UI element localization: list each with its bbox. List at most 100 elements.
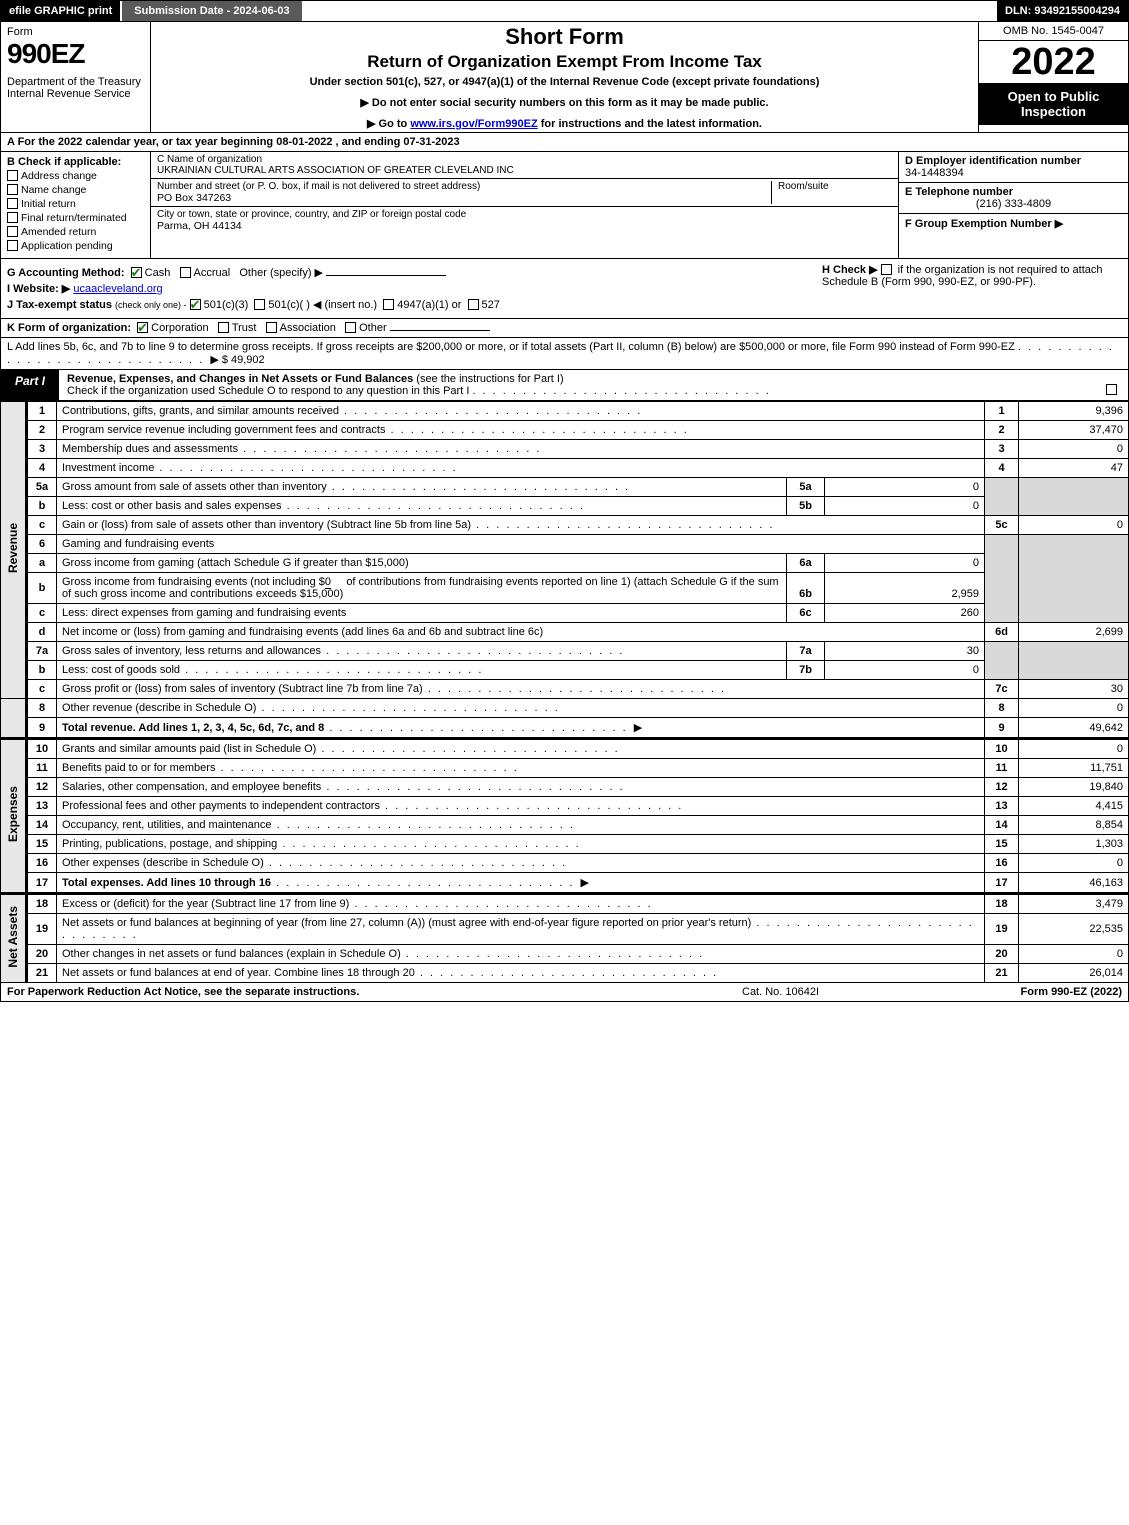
cb-address-change[interactable]: Address change	[7, 170, 144, 182]
line-i: I Website: ▶ ucaacleveland.org	[7, 282, 822, 295]
line-6b: bGross income from fundraising events (n…	[1, 573, 1129, 604]
k-other-input[interactable]	[390, 330, 490, 331]
form-word: Form	[7, 26, 144, 38]
city-lbl: City or town, state or province, country…	[157, 209, 892, 220]
dots-icon	[472, 385, 770, 397]
j-note: (check only one) -	[115, 300, 187, 310]
line-5b: bLess: cost or other basis and sales exp…	[1, 497, 1129, 516]
line-7a: 7aGross sales of inventory, less returns…	[1, 642, 1129, 661]
phone-lbl: E Telephone number	[905, 186, 1013, 198]
form-header: Form 990EZ Department of the Treasury In…	[0, 22, 1129, 133]
line-6c: cLess: direct expenses from gaming and f…	[1, 604, 1129, 623]
line-21: 21Net assets or fund balances at end of …	[1, 964, 1129, 983]
footer-left: For Paperwork Reduction Act Notice, see …	[7, 986, 742, 998]
line-15: 15Printing, publications, postage, and s…	[1, 835, 1129, 854]
street-row: Number and street (or P. O. box, if mail…	[151, 179, 898, 207]
ty-begin: 08-01-2022	[276, 136, 332, 148]
cb-cash[interactable]	[131, 267, 142, 278]
phone-val: (216) 333-4809	[905, 198, 1122, 210]
cb-accrual[interactable]	[180, 267, 191, 278]
form-title: Short Form	[159, 24, 970, 50]
form-number: 990EZ	[7, 38, 144, 70]
line-5c: cGain or (loss) from sale of assets othe…	[1, 516, 1129, 535]
g-other-input[interactable]	[326, 275, 446, 276]
irs-link[interactable]: www.irs.gov/Form990EZ	[410, 118, 537, 130]
header-mid: Short Form Return of Organization Exempt…	[151, 22, 978, 132]
col-b-hdr: B Check if applicable:	[7, 156, 121, 168]
tax-year: 2022	[979, 41, 1128, 83]
g-i-j-col: G Accounting Method: Cash Accrual Other …	[7, 263, 822, 314]
cb-amended-return[interactable]: Amended return	[7, 226, 144, 238]
section-b-to-f: B Check if applicable: Address change Na…	[0, 152, 1129, 259]
part1-header: Part I Revenue, Expenses, and Changes in…	[0, 370, 1129, 401]
suite-lbl: Room/suite	[778, 181, 892, 192]
group-exemption-row: F Group Exemption Number ▶	[899, 214, 1128, 258]
row-l: L Add lines 5b, 6c, and 7b to line 9 to …	[0, 338, 1129, 370]
row-a: A For the 2022 calendar year, or tax yea…	[0, 133, 1129, 152]
line-j: J Tax-exempt status (check only one) - 5…	[7, 298, 822, 311]
line-2: 2Program service revenue including gover…	[1, 421, 1129, 440]
part1-title-area: Revenue, Expenses, and Changes in Net As…	[59, 370, 1128, 400]
cb-527[interactable]	[468, 299, 479, 310]
cb-name-change[interactable]: Name change	[7, 184, 144, 196]
cb-other[interactable]	[345, 322, 356, 333]
row-k: K Form of organization: Corporation Trus…	[0, 319, 1129, 338]
cb-501c3[interactable]	[190, 299, 201, 310]
line-6: 6Gaming and fundraising events	[1, 535, 1129, 554]
goto-note: ▶ Go to www.irs.gov/Form990EZ for instru…	[159, 117, 970, 130]
line-3: 3Membership dues and assessments30	[1, 440, 1129, 459]
k-lbl: K Form of organization:	[7, 322, 131, 334]
goto-post: for instructions and the latest informat…	[538, 118, 762, 130]
ein-val: 34-1448394	[905, 167, 964, 179]
part1-tab: Part I	[1, 370, 59, 400]
city-val: Parma, OH 44134	[157, 220, 892, 232]
website-link[interactable]: ucaacleveland.org	[73, 283, 162, 295]
line-5a: 5aGross amount from sale of assets other…	[1, 478, 1129, 497]
line-11: 11Benefits paid to or for members1111,75…	[1, 759, 1129, 778]
line-6a: aGross income from gaming (attach Schedu…	[1, 554, 1129, 573]
cb-4947[interactable]	[383, 299, 394, 310]
topbar-spacer	[302, 1, 997, 21]
netassets-sidebar: Net Assets	[1, 894, 27, 983]
line-9: 9Total revenue. Add lines 1, 2, 3, 4, 5c…	[1, 718, 1129, 739]
h-col: H Check ▶ if the organization is not req…	[822, 263, 1122, 314]
cb-part1-scho[interactable]	[1106, 384, 1117, 395]
ty-end: 07-31-2023	[403, 136, 459, 148]
omb-number: OMB No. 1545-0047	[979, 22, 1128, 41]
ein-lbl: D Employer identification number	[905, 155, 1081, 167]
group-exemption-lbl: F Group Exemption Number ▶	[905, 218, 1063, 230]
cb-initial-return[interactable]: Initial return	[7, 198, 144, 210]
cb-assoc[interactable]	[266, 322, 277, 333]
footer-right: Form 990-EZ (2022)	[962, 986, 1122, 998]
col-c: C Name of organization UKRAINIAN CULTURA…	[151, 152, 898, 258]
line-1: Revenue 1 Contributions, gifts, grants, …	[1, 402, 1129, 421]
under-section: Under section 501(c), 527, or 4947(a)(1)…	[159, 76, 970, 88]
line-7c: cGross profit or (loss) from sales of in…	[1, 680, 1129, 699]
line-8: 8Other revenue (describe in Schedule O)8…	[1, 699, 1129, 718]
cb-application-pending[interactable]: Application pending	[7, 240, 144, 252]
header-right: OMB No. 1545-0047 2022 Open to Public In…	[978, 22, 1128, 132]
line-13: 13Professional fees and other payments t…	[1, 797, 1129, 816]
part1-check: Check if the organization used Schedule …	[67, 385, 469, 397]
cb-corp[interactable]	[137, 322, 148, 333]
cb-trust[interactable]	[218, 322, 229, 333]
goto-pre: ▶ Go to	[367, 118, 410, 130]
line-4: 4Investment income447	[1, 459, 1129, 478]
line-17: 17Total expenses. Add lines 10 through 1…	[1, 873, 1129, 894]
header-left: Form 990EZ Department of the Treasury In…	[1, 22, 151, 132]
cb-501c[interactable]	[254, 299, 265, 310]
h-lbl: H Check ▶	[822, 264, 878, 276]
line-10: Expenses 10Grants and similar amounts pa…	[1, 739, 1129, 759]
efile-label[interactable]: efile GRAPHIC print	[1, 1, 120, 21]
city-row: City or town, state or province, country…	[151, 207, 898, 258]
dln-label: DLN: 93492155004294	[997, 1, 1128, 21]
cb-final-return[interactable]: Final return/terminated	[7, 212, 144, 224]
col-d-e-f: D Employer identification number 34-1448…	[898, 152, 1128, 258]
org-name-row: C Name of organization UKRAINIAN CULTURA…	[151, 152, 898, 179]
cb-h[interactable]	[881, 264, 892, 275]
page-footer: For Paperwork Reduction Act Notice, see …	[0, 983, 1129, 1002]
org-name: UKRAINIAN CULTURAL ARTS ASSOCIATION OF G…	[157, 165, 892, 176]
row-a-pre: A For the 2022 calendar year, or tax yea…	[7, 136, 276, 148]
j-lbl: J Tax-exempt status	[7, 299, 112, 311]
org-name-lbl: C Name of organization	[157, 154, 892, 165]
